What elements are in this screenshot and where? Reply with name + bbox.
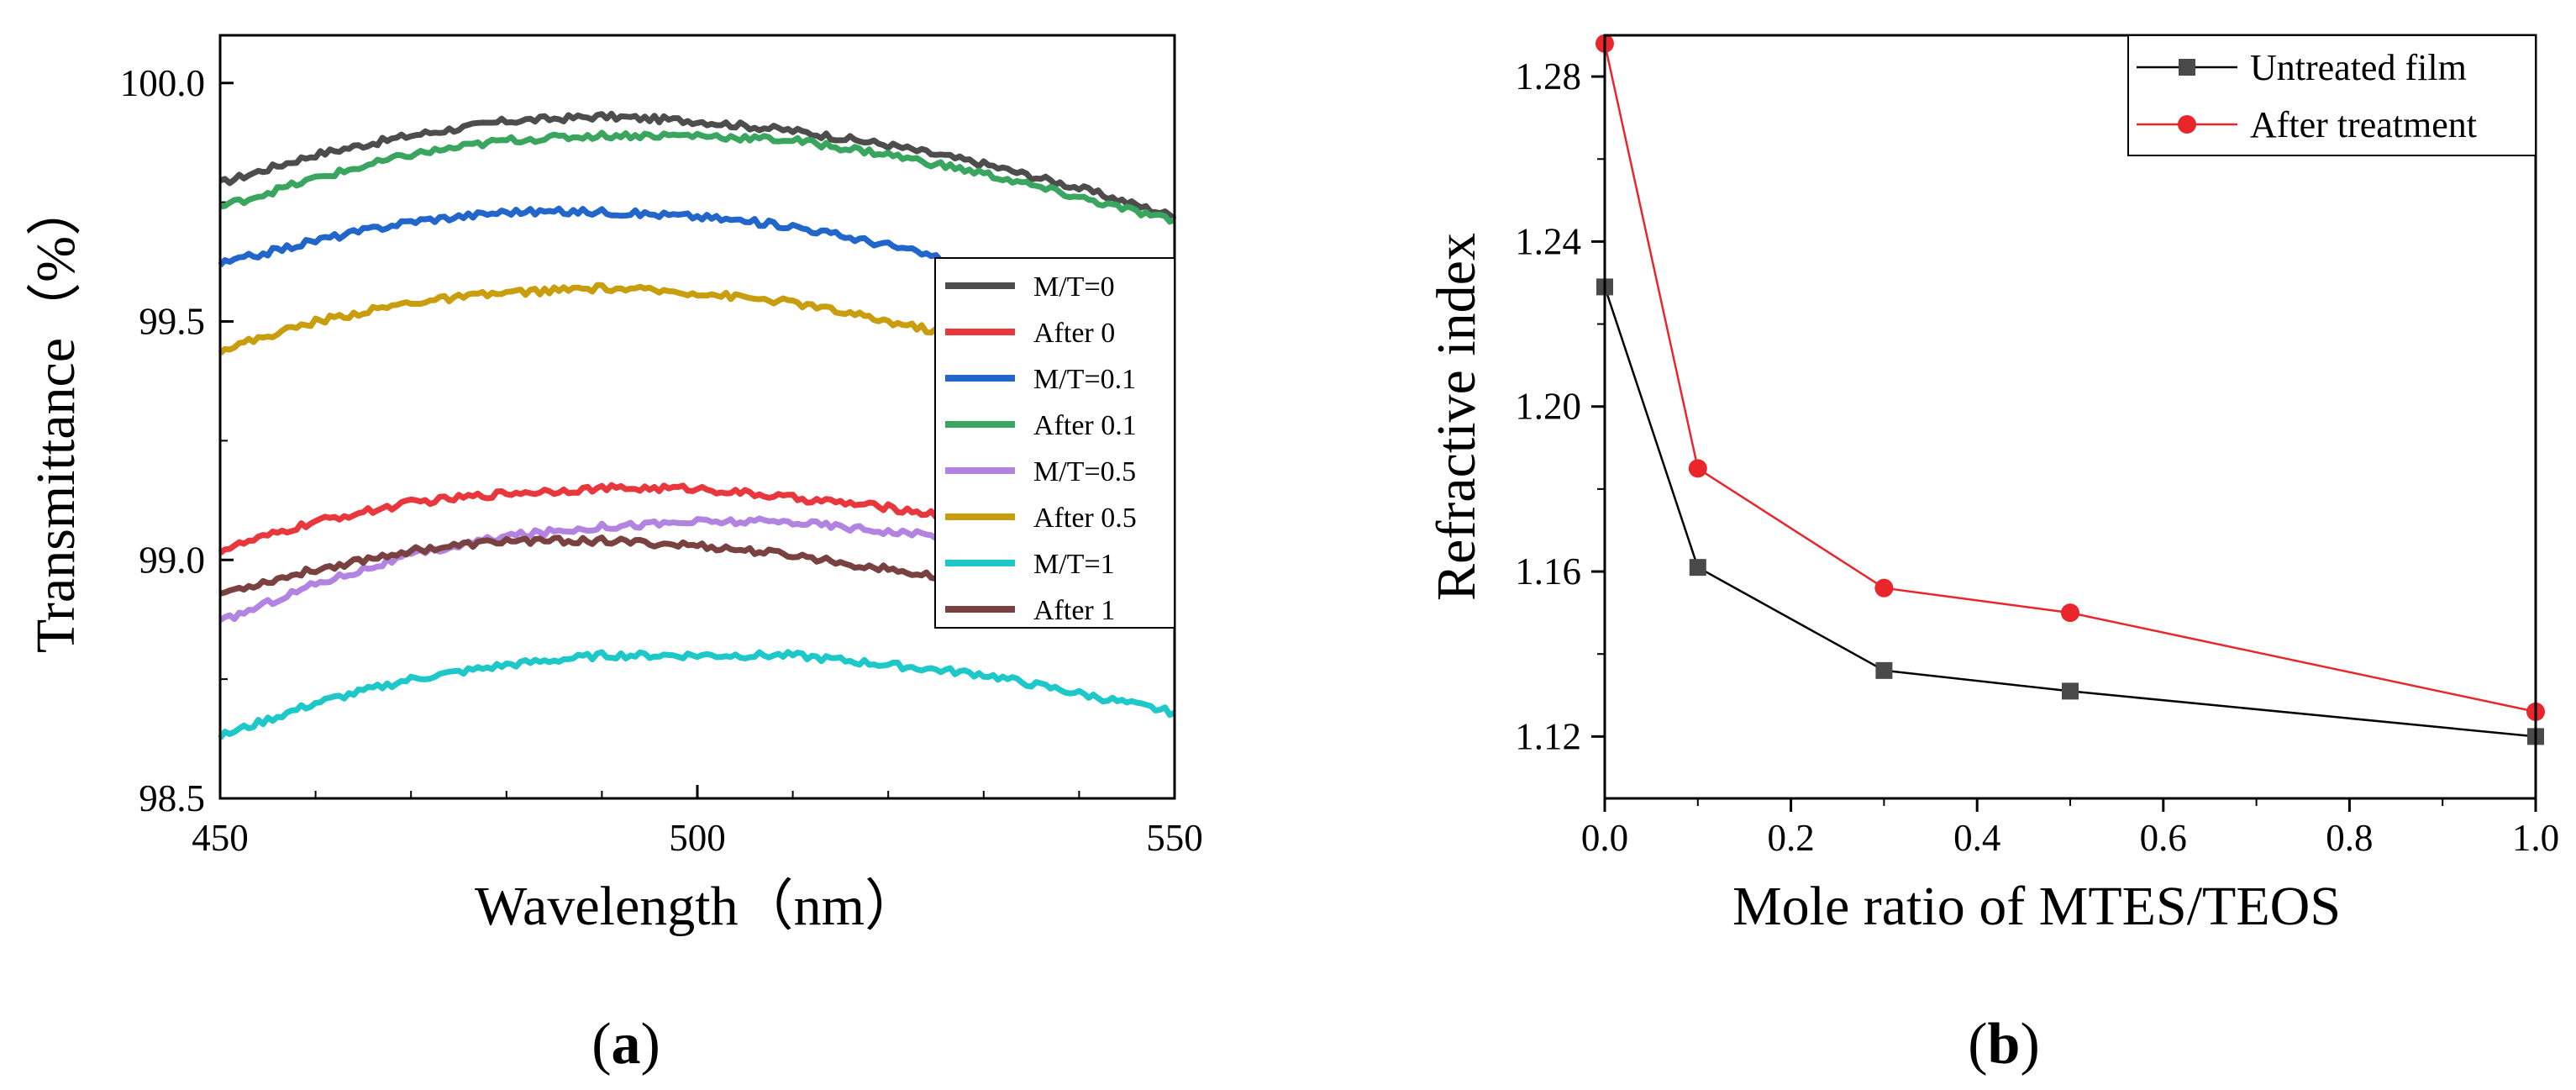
panel-a-y-tick-label: 98.5 (139, 777, 205, 819)
panel-a-legend-label: After 0 (1033, 318, 1115, 349)
panel-b-legend-marker-square (2179, 59, 2195, 76)
panel-a-series-line (218, 110, 1177, 222)
panel-a-y-tick-label: 99.0 (139, 539, 205, 581)
panel-a-x-axis-title: Wavelength（nm） (475, 876, 920, 937)
panel-a-x-tick-label: 500 (669, 817, 726, 859)
panel-b-y-tick-label: 1.12 (1515, 715, 1581, 757)
panel-b-point-square (1689, 559, 1706, 577)
panel-b-y-axis-title: Refractive index (1426, 233, 1487, 601)
panel-a-legend-label: After 0.5 (1033, 503, 1137, 534)
caption-b-close: ) (2020, 1012, 2039, 1077)
panel-a-tick-labels: 98.5 99.0 99.5 100.0 450 500 550 (120, 62, 1203, 859)
caption-a-open: ( (591, 1012, 611, 1077)
caption-b-letter: b (1988, 1012, 2021, 1077)
panel-a-legend-label: M/T=0.1 (1033, 364, 1136, 395)
panel-b-x-tick-label: 0.6 (2140, 817, 2187, 859)
panel-b-point-circle (1874, 578, 1894, 598)
panel-b-series-group (1596, 34, 2545, 745)
panel-b-y-tick-label: 1.28 (1515, 55, 1581, 97)
panel-b-y-tick-label: 1.16 (1515, 550, 1581, 592)
panel-a-series-line (218, 649, 1176, 740)
caption-a-close: ) (641, 1012, 660, 1077)
panel-b-tick-labels: 1.12 1.16 1.20 1.24 1.28 0.0 0.2 0.4 0.6 0.8 1.0 (1515, 55, 2559, 859)
panel-a-y-axis-title: Transmittance（%） (25, 181, 87, 653)
panel-a-legend-label: M/T=0 (1033, 271, 1115, 303)
panel-a-legend: M/T=0 After 0 M/T=0.1 After 0.1 M/T=0.5 After… (934, 257, 1175, 629)
caption-b: (b) (1968, 1012, 2040, 1077)
panel-b-x-axis-title: Mole ratio of MTES/TEOS (1732, 876, 2341, 937)
panel-b-legend-label: Untreated film (2250, 47, 2467, 88)
panel-a-legend-label: M/T=1 (1033, 549, 1115, 580)
panel-a-x-tick-label: 450 (192, 817, 249, 859)
panel-a-legend-label: M/T=0.5 (1033, 456, 1136, 487)
panel-b-legend-box (2127, 34, 2537, 156)
caption-b-open: ( (1968, 1012, 1987, 1077)
panel-a-series-line (219, 129, 1176, 225)
panel-b-legend-label: After treatment (2250, 104, 2477, 145)
panel-b-x-tick-label: 1.0 (2512, 817, 2559, 859)
panel-a-x-tick-label: 550 (1146, 817, 1203, 859)
caption-a-letter: a (612, 1012, 641, 1077)
panel-b-series-line (1603, 287, 2537, 738)
panel-b-point-square (2062, 682, 2079, 700)
panel-b-point-square (1875, 661, 1893, 679)
panel-b-y-tick-label: 1.20 (1515, 386, 1581, 428)
panel-b-legend: Untreated film After treatment (2127, 34, 2537, 156)
panel-b-x-tick-label: 0.8 (2326, 817, 2373, 859)
panel-b-plot-frame (1603, 34, 2537, 800)
panel-b-point-circle (2061, 603, 2079, 623)
panel-a-legend-label: After 0.1 (1033, 410, 1137, 441)
panel-a-chart: 98.5 99.0 99.5 100.0 450 500 550 Wavelength（nm… (25, 34, 1203, 937)
panel-a-legend-label: After 1 (1033, 595, 1115, 626)
panel-b-x-tick-label: 0.4 (1953, 817, 2000, 859)
panel-b-y-tick-label: 1.24 (1515, 220, 1581, 262)
panel-b-x-tick-label: 0.0 (1581, 817, 1628, 859)
panel-b-legend-marker-circle (2178, 115, 2196, 134)
panel-a-y-tick-label: 99.5 (139, 301, 205, 343)
panel-b-ticks (1591, 75, 2537, 812)
panel-b-point-circle (1688, 459, 1707, 478)
caption-a: (a) (591, 1012, 660, 1077)
panel-a-y-tick-label: 100.0 (120, 62, 205, 104)
panel-b-x-tick-label: 0.2 (1767, 817, 1814, 859)
panel-b-chart: 1.12 1.16 1.20 1.24 1.28 0.0 0.2 0.4 0.6 0.8 1.0 M… (1426, 34, 2559, 937)
